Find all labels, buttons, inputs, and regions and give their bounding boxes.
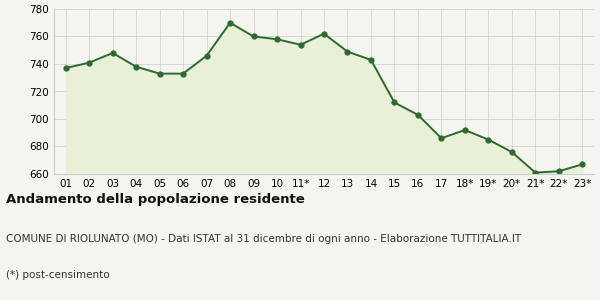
Text: (*) post-censimento: (*) post-censimento [6,270,110,280]
Text: COMUNE DI RIOLUNATO (MO) - Dati ISTAT al 31 dicembre di ogni anno - Elaborazione: COMUNE DI RIOLUNATO (MO) - Dati ISTAT al… [6,234,521,244]
Text: Andamento della popolazione residente: Andamento della popolazione residente [6,194,305,206]
